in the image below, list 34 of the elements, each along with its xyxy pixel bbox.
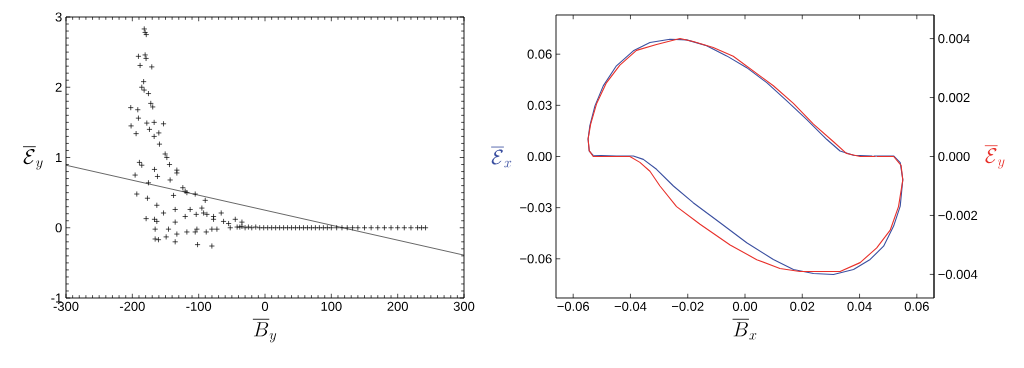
y-axis-title: $\overline{\mathcal{E}}_y$ [23,146,43,170]
x-tick-label: 100 [321,301,342,311]
y-tick-label: 1 [56,153,62,162]
x-tick-label: −0.04 [614,301,647,311]
y2-axis-title: $\overline{\mathcal{E}}_y$ [984,145,1005,169]
y2-tick-label: 0.004 [938,34,970,44]
x-axis-title: $\overline{B}_x$ [732,319,757,340]
x-tick-label: 0.02 [790,301,815,311]
x-axis-title: $\overline{B}_y$ [252,319,277,343]
x-tick-label: 300 [453,301,475,311]
x-tick-label: −0.06 [557,301,590,311]
x-tick-label: -100 [186,301,212,311]
x-tick-label: -300 [53,301,79,311]
x-tick-label: 200 [387,301,408,311]
x-tick-label: −0.02 [671,301,704,311]
x-tick-label: 0.06 [904,301,929,311]
x-tick-label: 0.00 [732,301,758,311]
y-tick-label: -1 [51,293,62,303]
y-tick-label: 0.00 [527,151,552,162]
y2-tick-label: −0.004 [938,269,978,279]
x-tick-label: 0.04 [847,301,872,311]
y2-tick-label: 0.000 [938,151,970,162]
y-tick-label: −0.03 [520,203,552,213]
y-tick-label: 0.03 [527,100,552,110]
y2-tick-label: −0.002 [938,210,978,221]
y-tick-label: 0 [55,223,62,233]
y-tick-label: −0.06 [520,254,552,264]
y-axis-title: $\overline{\mathcal{E}}_x$ [491,147,512,168]
x-tick-label: -200 [119,301,145,311]
x-tick-label: 0 [261,301,269,311]
y-tick-label: 2 [55,82,62,92]
y-tick-label: 0.06 [527,49,552,59]
y2-tick-label: 0.002 [938,92,970,103]
y-tick-label: 3 [55,12,62,22]
